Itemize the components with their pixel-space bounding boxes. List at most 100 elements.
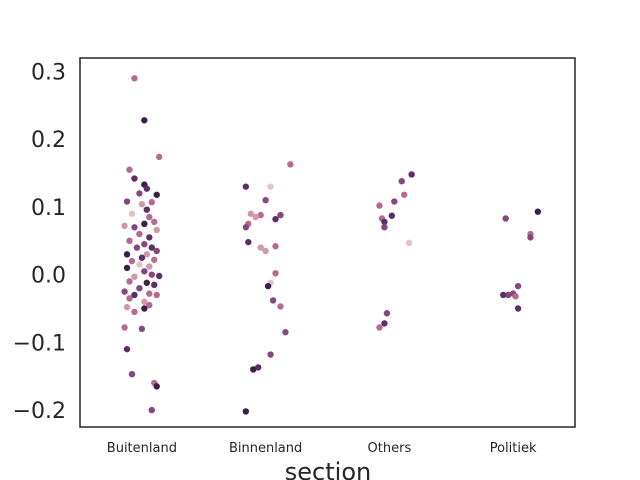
- data-point: [381, 224, 388, 231]
- data-point: [126, 166, 133, 173]
- data-point: [262, 196, 269, 204]
- data-point: [123, 198, 131, 205]
- data-point: [514, 282, 522, 290]
- data-point: [250, 366, 257, 373]
- data-point: [255, 364, 262, 371]
- data-point: [242, 408, 250, 415]
- data-point: [123, 251, 131, 258]
- data-point: [138, 254, 146, 261]
- x-axis-label: section: [285, 458, 371, 480]
- data-point: [121, 222, 128, 230]
- plot-frame: [79, 57, 576, 428]
- data-point: [136, 261, 143, 268]
- data-point: [133, 244, 141, 251]
- x-tick-label: Buitenland: [107, 441, 177, 456]
- data-point: [131, 308, 138, 316]
- data-point: [153, 226, 160, 234]
- y-tick-label: −0.2: [13, 399, 66, 424]
- data-point: [381, 320, 388, 327]
- data-point: [138, 325, 146, 333]
- data-point: [141, 298, 148, 305]
- data-point: [143, 206, 151, 213]
- data-point: [502, 215, 509, 222]
- data-point: [131, 175, 138, 182]
- data-point: [121, 288, 128, 295]
- y-tick-label: 0.2: [31, 128, 66, 153]
- data-point: [153, 191, 160, 198]
- data-point: [148, 199, 155, 206]
- data-point: [257, 244, 264, 251]
- data-point: [242, 183, 250, 190]
- data-point: [512, 293, 519, 300]
- data-point: [136, 285, 143, 292]
- data-point: [141, 220, 148, 228]
- data-point: [156, 272, 163, 280]
- data-point: [500, 291, 507, 299]
- data-point: [156, 153, 163, 161]
- data-point: [405, 239, 413, 247]
- plot-background: [80, 58, 575, 427]
- data-point: [252, 213, 259, 221]
- data-point: [131, 273, 138, 280]
- data-point: [143, 279, 151, 286]
- data-point: [143, 185, 151, 192]
- data-point: [383, 310, 391, 317]
- data-point: [141, 268, 148, 275]
- data-point: [128, 210, 136, 217]
- data-point: [388, 212, 396, 219]
- data-point: [146, 213, 153, 221]
- data-point: [141, 240, 148, 248]
- x-tick-label: Binnenland: [229, 441, 302, 456]
- data-point: [247, 210, 254, 217]
- y-tick-label: −0.1: [13, 331, 66, 356]
- points-layer: [121, 75, 542, 415]
- data-point: [287, 161, 294, 168]
- data-point: [136, 190, 143, 197]
- data-point: [151, 256, 158, 263]
- y-tick-label: 0.3: [31, 61, 66, 86]
- data-point: [267, 351, 274, 358]
- data-point: [376, 202, 383, 209]
- data-point: [138, 201, 146, 208]
- data-point: [269, 297, 277, 304]
- data-point: [151, 218, 158, 226]
- data-point: [272, 243, 279, 250]
- data-point: [272, 270, 279, 277]
- data-point: [121, 324, 128, 331]
- data-point: [534, 208, 542, 215]
- data-point: [277, 303, 284, 310]
- data-point: [264, 282, 272, 290]
- data-point: [148, 244, 155, 251]
- data-point: [146, 263, 153, 270]
- data-point: [146, 290, 153, 297]
- data-point: [504, 291, 512, 299]
- data-point: [398, 178, 405, 185]
- data-point: [151, 281, 158, 289]
- data-point: [141, 117, 148, 124]
- data-point: [148, 271, 155, 278]
- data-point: [148, 406, 155, 414]
- data-point: [272, 215, 279, 223]
- data-point: [381, 218, 388, 226]
- data-point: [123, 264, 131, 272]
- data-point: [401, 191, 408, 198]
- data-point: [527, 234, 534, 241]
- data-point: [153, 383, 160, 390]
- data-point: [131, 291, 138, 299]
- data-point: [242, 224, 250, 231]
- data-point: [146, 234, 153, 241]
- data-point: [153, 291, 160, 299]
- data-point: [126, 237, 133, 245]
- y-axis-ticks: −0.2 −0.1 0.0 0.1 0.2 0.3: [13, 61, 66, 425]
- data-point: [126, 295, 133, 302]
- x-axis-ticks: Buitenland Binnenland Others Politiek: [107, 441, 537, 456]
- x-tick-label: Politiek: [490, 441, 537, 456]
- data-point: [282, 329, 289, 336]
- data-point: [267, 183, 274, 190]
- data-point: [123, 345, 131, 353]
- data-point: [141, 305, 148, 312]
- data-point: [514, 305, 522, 312]
- x-tick-label: Others: [368, 441, 412, 456]
- data-point: [391, 198, 398, 205]
